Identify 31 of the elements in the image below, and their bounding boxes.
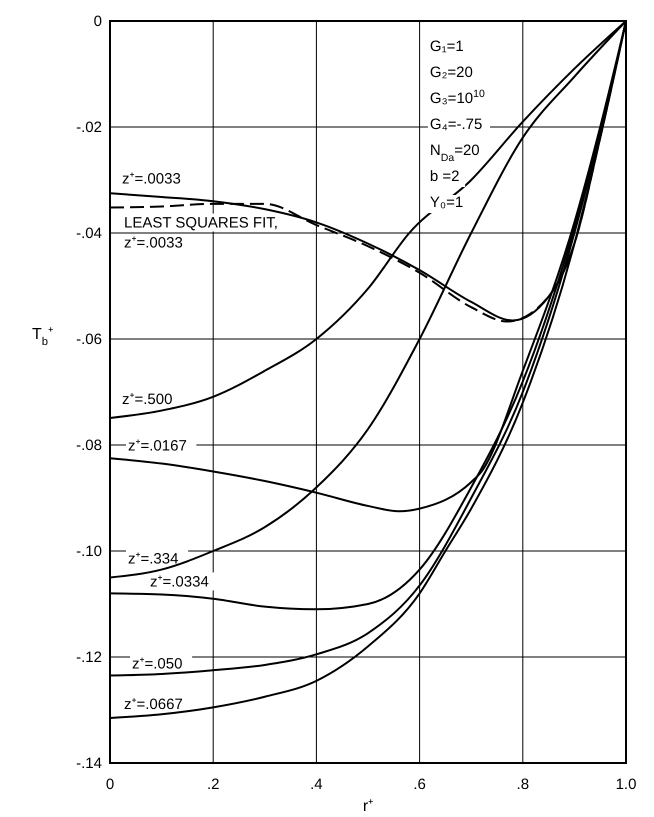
y-tick-label: -.02 bbox=[76, 119, 102, 136]
x-tick-label: .2 bbox=[206, 776, 220, 793]
series-label: z⁺=.500 bbox=[122, 390, 172, 408]
annotation: G₁=1 bbox=[430, 38, 464, 55]
y-tick-label: -.08 bbox=[76, 437, 102, 454]
y-tick-label: -.06 bbox=[76, 331, 102, 348]
annotation: N$_{Da}$=20 bbox=[430, 142, 480, 164]
series-label: z⁺=.0033 bbox=[122, 170, 181, 188]
series-label: z⁺=.0167 bbox=[128, 437, 187, 454]
annotation: b =2 bbox=[430, 168, 460, 185]
series-label: z⁺=.334 bbox=[128, 550, 178, 568]
series-label: LEAST SQUARES FIT, z⁺=.0033 bbox=[124, 214, 278, 252]
annotation: Y₀=1 bbox=[430, 194, 464, 211]
series-label: z⁺=.0667 bbox=[124, 696, 183, 713]
x-axis-title: r⁺ bbox=[362, 798, 374, 815]
annotation: G₂=20 bbox=[430, 64, 473, 81]
annotation: G₄=-.75 bbox=[430, 116, 482, 133]
series-label: z⁺=.050 bbox=[132, 656, 182, 673]
x-tick-label: 1.0 bbox=[616, 776, 636, 793]
y-tick-label: -.14 bbox=[76, 755, 102, 772]
y-tick-label: 0 bbox=[94, 13, 102, 30]
series-label: z⁺=.0334 bbox=[150, 573, 209, 590]
y-tick-label: -.10 bbox=[76, 543, 102, 560]
x-tick-label: .8 bbox=[516, 776, 530, 793]
x-tick-label: .4 bbox=[310, 776, 323, 793]
x-tick-label: 0 bbox=[106, 776, 114, 793]
y-tick-label: -.12 bbox=[76, 649, 102, 666]
y-axis-title: T$_{b}$⁺ bbox=[32, 326, 54, 348]
annotation: G₃=10$^{10}$ bbox=[430, 88, 485, 107]
y-tick-label: -.04 bbox=[76, 225, 102, 242]
x-tick-label: .6 bbox=[413, 776, 426, 793]
